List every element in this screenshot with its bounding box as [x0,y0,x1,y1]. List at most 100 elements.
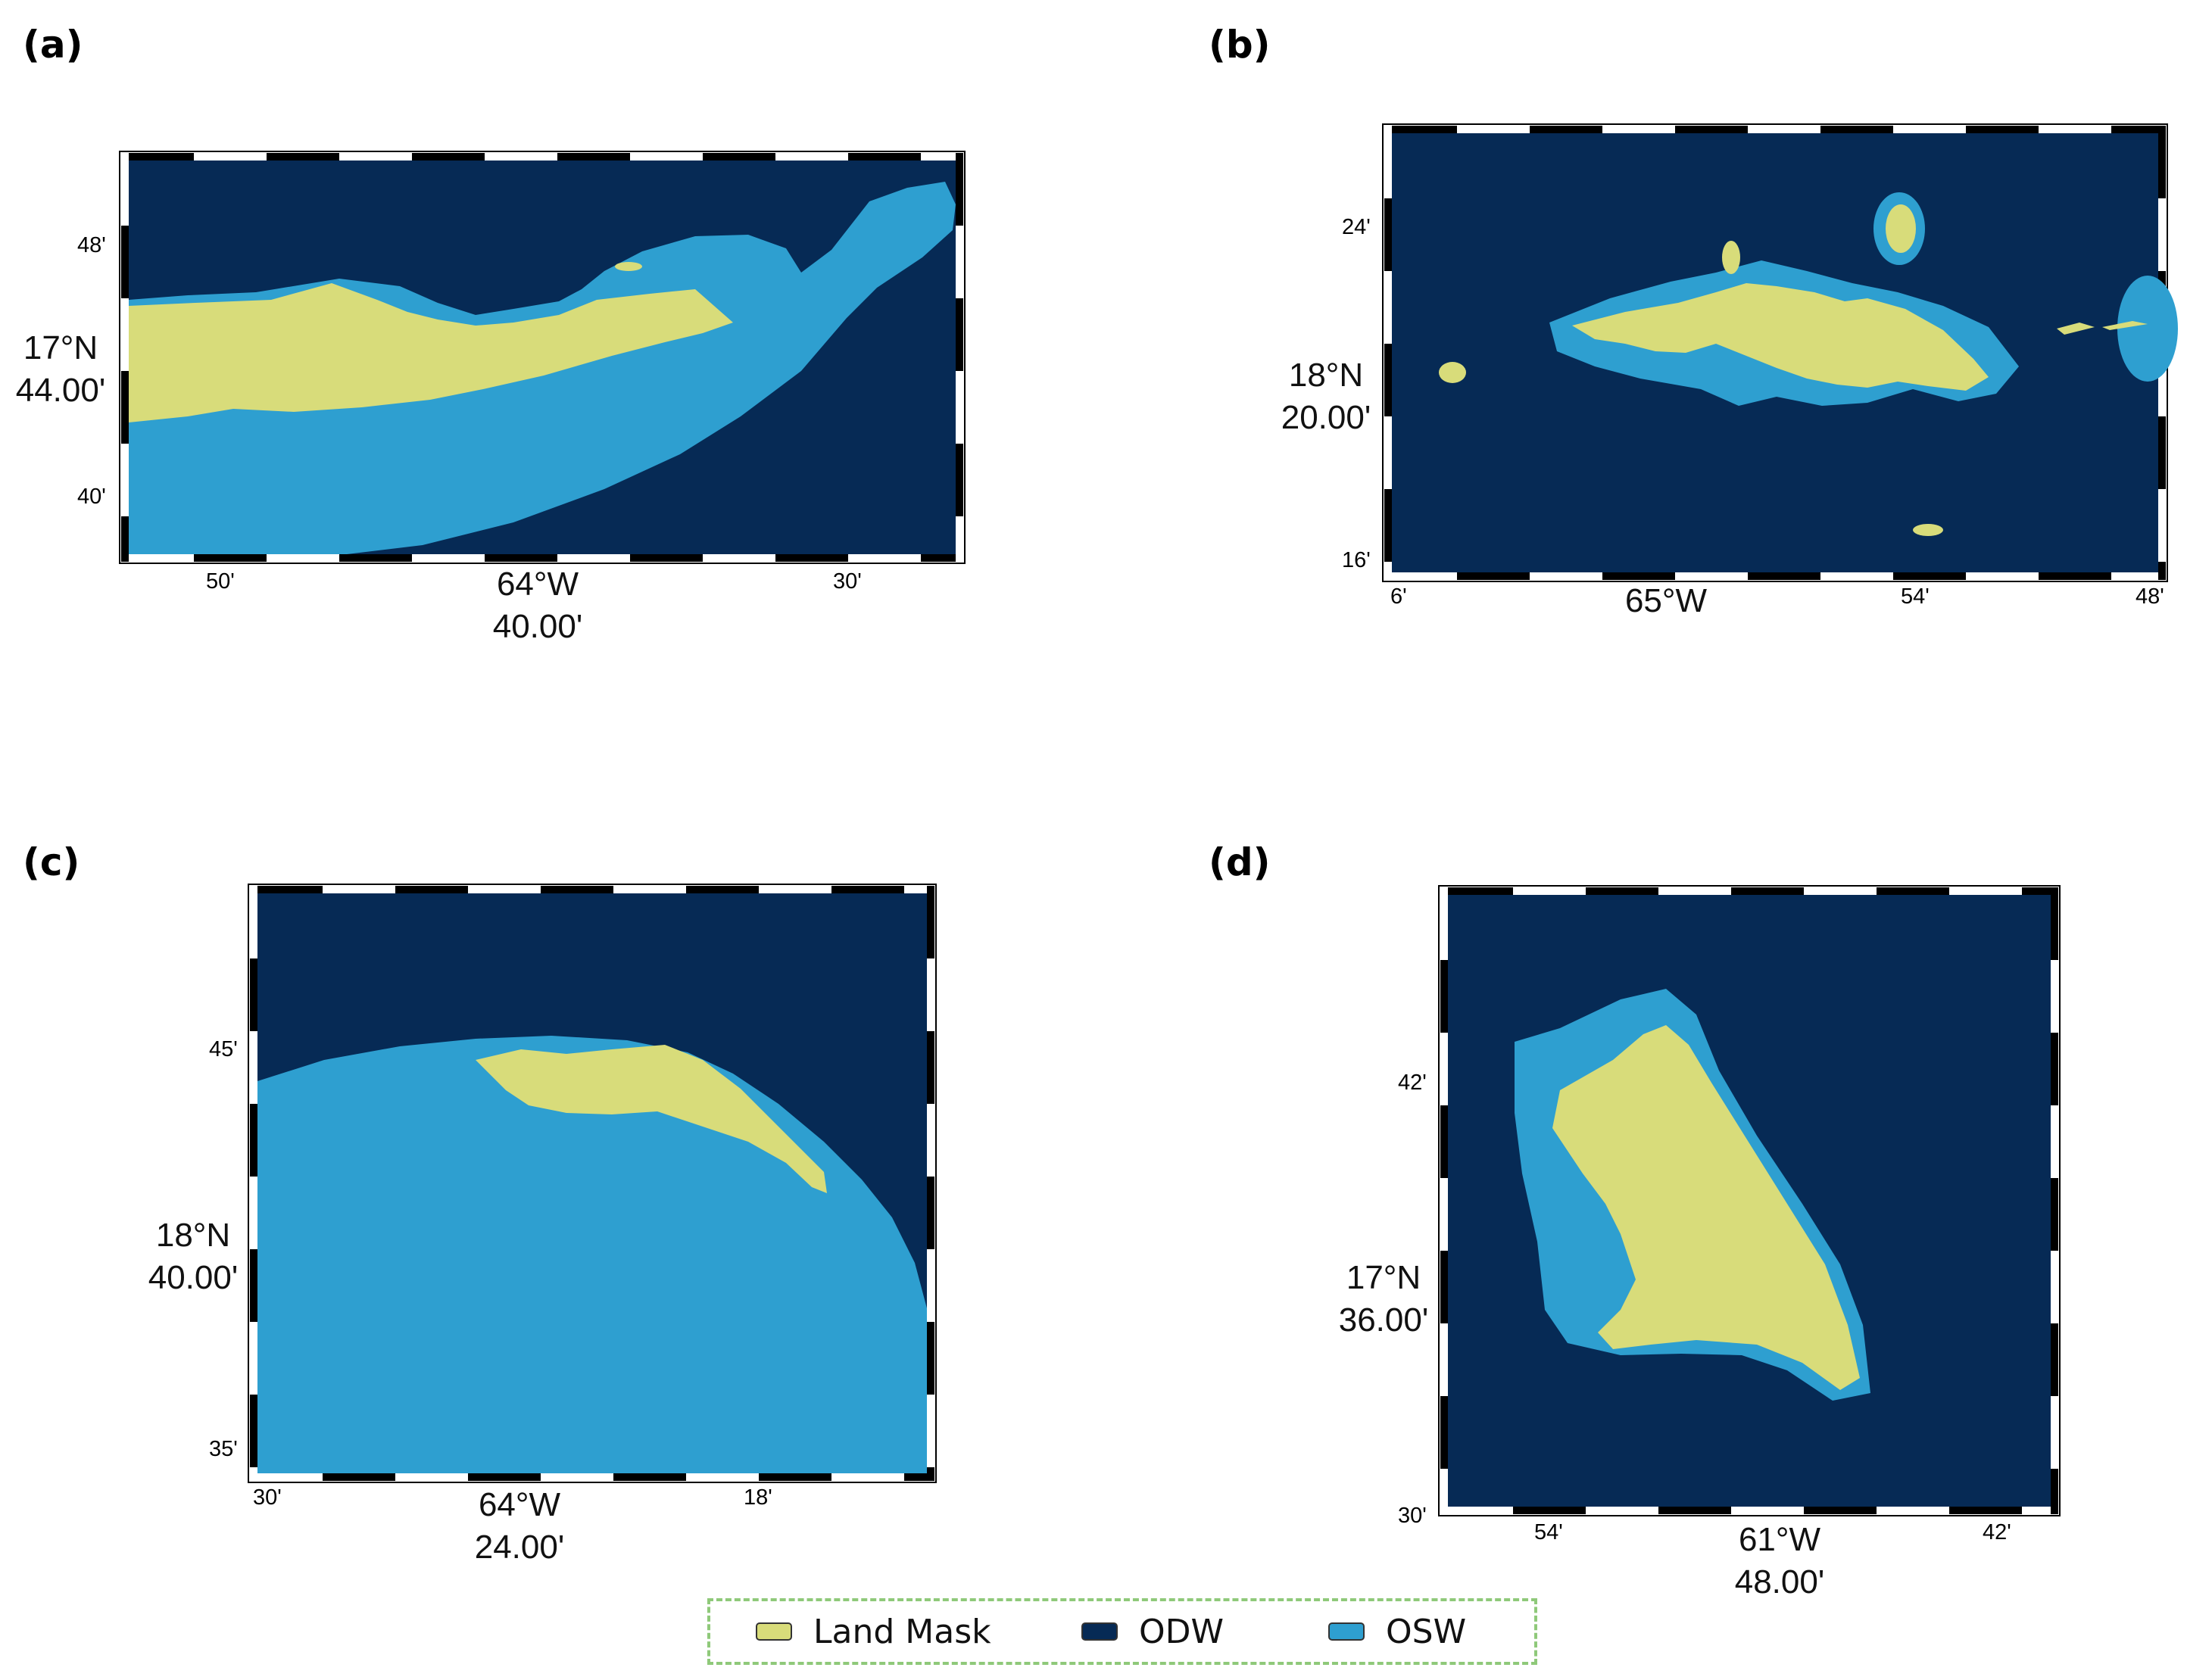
panel-c-land [476,1045,827,1193]
frame-segment [956,444,963,516]
frame-segment [759,1473,831,1481]
frame-segment [1457,572,1530,580]
frame-segment [630,554,703,562]
frame-segment [250,886,257,958]
frame-segment [956,371,963,444]
frame-segment [557,153,630,161]
panel-b-lat-tick-top: 24' [1342,215,1371,239]
frame-segment [2051,1396,2058,1469]
frame-segment [1748,126,1820,133]
frame-segment [250,1395,257,1467]
panel-b-lat-center: 18°N 20.00' [1269,354,1383,439]
frame-segment [1675,126,1748,133]
frame-segment [1384,198,1392,271]
frame-segment [323,1473,395,1481]
panel-a-lat-tick-bottom: 40' [77,485,106,509]
panel-d-lon-tick-right: 42' [1983,1520,2011,1544]
panel-d-lat-center: 17°N 36.00' [1327,1257,1440,1342]
panel-a-lon-deg: 64°W [496,566,579,603]
frame-segment [541,1473,613,1481]
frame-segment [921,153,963,161]
panel-c-lon-min: 24.00' [474,1529,565,1566]
panel-b-land [1572,283,1989,391]
frame-segment [1440,1033,1448,1105]
panel-a-lon-tick-right: 30' [833,569,862,594]
panel-c-lon-deg: 64°W [478,1486,561,1523]
frame-segment [1877,1507,1949,1514]
frame-segment [2158,489,2166,562]
frame-segment [339,153,412,161]
frame-segment [2158,562,2166,580]
frame-segment [194,153,267,161]
frame-segment [1440,1507,1513,1514]
frame-segment [121,554,194,562]
frame-segment [956,298,963,371]
frame-segment [468,886,541,893]
panel-d-frame [1440,887,2058,1514]
frame-segment [121,226,129,298]
frame-segment [121,371,129,444]
frame-segment [1820,126,1893,133]
frame-segment [2039,572,2111,580]
frame-segment [194,554,267,562]
legend-swatch-odw [1081,1622,1118,1641]
frame-segment [323,886,395,893]
frame-segment [1440,1251,1448,1323]
legend-label-odw: ODW [1139,1612,1225,1651]
frame-segment [703,153,775,161]
frame-segment [2158,126,2166,198]
frame-segment [1893,126,1966,133]
frame-segment [1877,887,1949,895]
frame-segment [703,554,775,562]
panel-c-lon-center: 64°W 24.00' [459,1484,580,1569]
panel-c-lat-center: 18°N 40.00' [136,1214,250,1299]
frame-segment [2051,1105,2058,1178]
frame-segment [2111,572,2166,580]
panel-b-lat-min: 20.00' [1281,399,1371,436]
frame-segment [2051,1251,2058,1323]
frame-segment [121,516,129,562]
frame-segment [121,298,129,371]
panel-d-label: (d) [1209,840,1271,884]
frame-segment [1586,1507,1658,1514]
frame-segment [1658,887,1731,895]
panel-b-lon-center: 65°W [1605,580,1727,622]
frame-segment [927,1031,934,1104]
panel-a-lat-deg: 17°N [23,329,98,366]
frame-segment [250,1177,257,1249]
frame-segment [956,226,963,298]
frame-segment [2051,1323,2058,1396]
frame-segment [2111,126,2166,133]
frame-segment [848,153,921,161]
frame-segment [1440,1178,1448,1251]
frame-segment [2022,1507,2058,1514]
frame-segment [613,1473,686,1481]
frame-segment [1602,126,1675,133]
panel-c-label: (c) [23,840,80,884]
frame-segment [1530,126,1602,133]
frame-segment [927,958,934,1031]
frame-segment [848,554,921,562]
frame-segment [1731,1507,1804,1514]
panel-a-lon-min: 40.00' [492,608,583,645]
frame-segment [1513,887,1586,895]
frame-segment [921,554,963,562]
frame-segment [121,153,194,161]
frame-segment [1384,126,1392,198]
panel-c-frame [250,886,934,1481]
legend: Land Mask ODW OSW [707,1598,1537,1665]
frame-segment [1384,572,1457,580]
frame-segment [1602,572,1675,580]
frame-segment [1440,1396,1448,1469]
panel-b-map [1382,123,2178,582]
panel-b-lat-tick-bottom: 16' [1342,548,1371,572]
panel-b-osw-east [2117,276,2178,382]
panel-c-lon-tick-left: 30' [253,1485,282,1510]
panel-b-lat-deg: 18°N [1288,357,1364,394]
frame-segment [485,554,557,562]
panel-a-frame [121,153,963,562]
frame-segment [2022,887,2058,895]
frame-segment [557,554,630,562]
frame-segment [485,153,557,161]
panel-a-lat-center: 17°N 44.00' [8,327,114,412]
